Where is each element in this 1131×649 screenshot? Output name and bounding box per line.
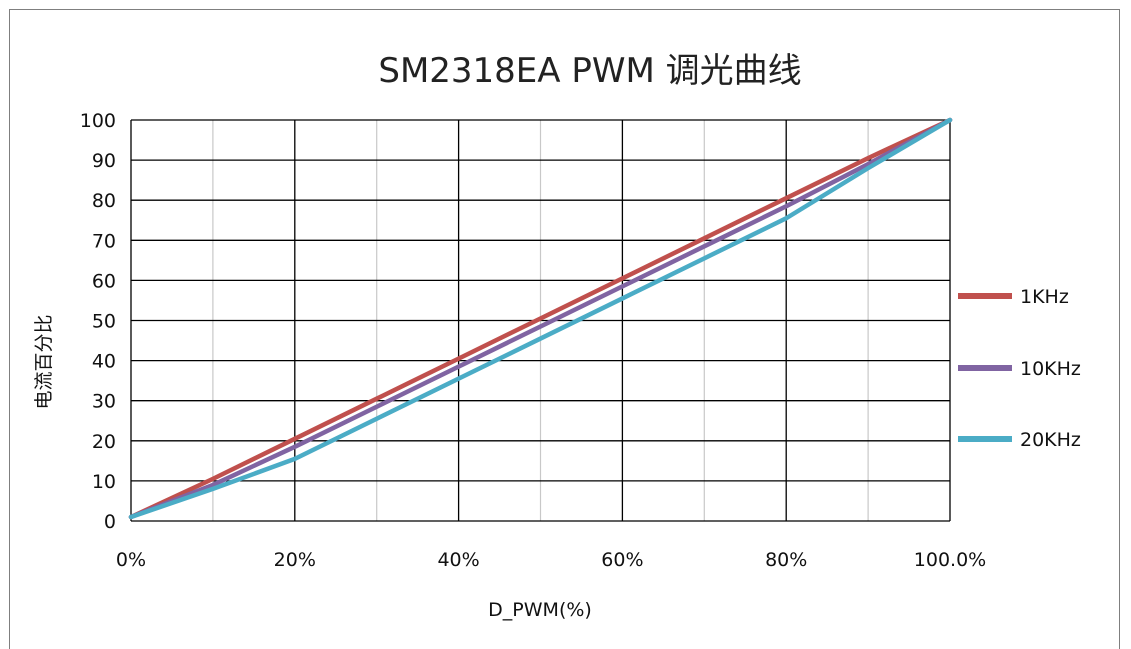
series-line-1khz [128,117,953,520]
y-tick-label: 90 [92,150,116,172]
y-tick-label: 80 [92,190,116,212]
series-lines [128,117,953,520]
x-tick-labels: 0% 20% 40% 60% 80% 100.0% [116,549,986,571]
y-tick-label: 100 [80,110,116,132]
y-tick-label: 40 [92,351,116,373]
y-tick-label: 50 [92,311,116,333]
grid [130,119,951,522]
chart-title: SM2318EA PWM 调光曲线 [378,51,801,91]
y-tick-label: 70 [92,230,116,252]
legend-label-1khz: 1KHz [1020,286,1069,308]
legend-label-10khz: 10KHz [1020,358,1081,380]
x-tick-label: 20% [274,549,316,571]
y-tick-label: 20 [92,431,116,453]
x-tick-label: 60% [601,549,643,571]
y-tick-label: 30 [92,391,116,413]
y-tick-label: 0 [104,511,116,533]
x-tick-label: 0% [116,549,146,571]
series-line-10khz [128,117,953,520]
x-tick-label: 80% [765,549,807,571]
y-tick-label: 10 [92,471,116,493]
x-tick-label: 40% [437,549,479,571]
y-tick-label: 60 [92,270,116,292]
x-tick-label: 100.0% [914,549,986,571]
x-axis-label: D_PWM(%) [488,599,592,621]
legend-label-20khz: 20KHz [1020,429,1081,451]
series-line-20khz [128,117,953,520]
legend: 1KHz 10KHz 20KHz [958,286,1081,451]
y-axis-label: 电流百分比 [33,314,55,409]
y-tick-labels: 0 10 20 30 40 50 60 70 80 90 100 [80,110,116,533]
